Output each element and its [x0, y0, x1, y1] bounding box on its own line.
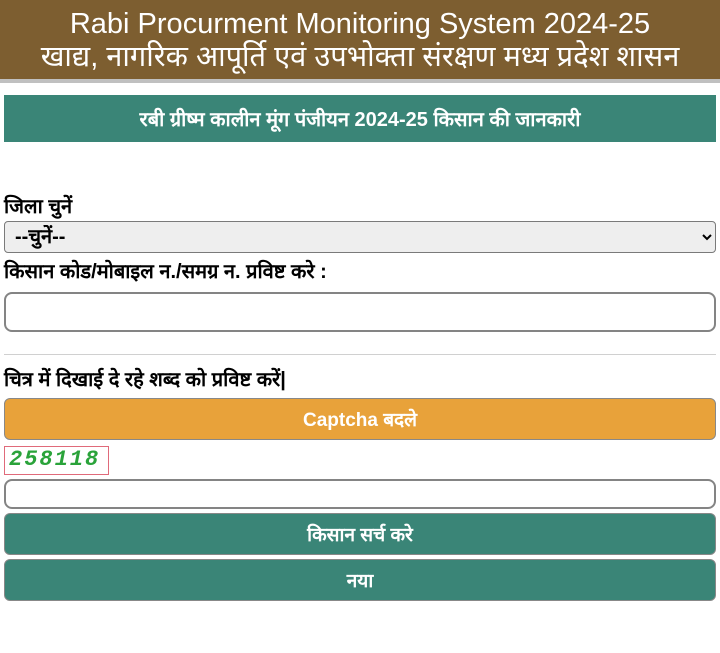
search-button[interactable]: किसान सर्च करे	[4, 513, 716, 555]
district-label: जिला चुनें	[4, 190, 716, 221]
section-title: रबी ग्रीष्म कालीन मूंग पंजीयन 2024-25 कि…	[4, 95, 716, 142]
captcha-refresh-button[interactable]: Captcha बदले	[4, 398, 716, 440]
farmer-code-input[interactable]	[4, 292, 716, 332]
header-title-hi: खाद्य, नागरिक आपूर्ति एवं उपभोक्ता संरक्…	[10, 41, 710, 74]
captcha-label: चित्र में दिखाई दे रहे शब्द को प्रविष्ट …	[4, 363, 716, 394]
captcha-image: 258118	[4, 446, 109, 475]
header-title-en: Rabi Procurment Monitoring System 2024-2…	[10, 8, 710, 41]
farmer-code-label: किसान कोड/मोबाइल न./समग्र न. प्रविष्ट कर…	[4, 255, 716, 286]
captcha-input[interactable]	[4, 479, 716, 509]
district-select[interactable]: --चुनें--	[4, 221, 716, 253]
page-header: Rabi Procurment Monitoring System 2024-2…	[0, 0, 720, 83]
new-button[interactable]: नया	[4, 559, 716, 601]
form-area: जिला चुनें --चुनें-- किसान कोड/मोबाइल न.…	[0, 142, 720, 601]
captcha-image-wrap: 258118	[4, 446, 716, 475]
